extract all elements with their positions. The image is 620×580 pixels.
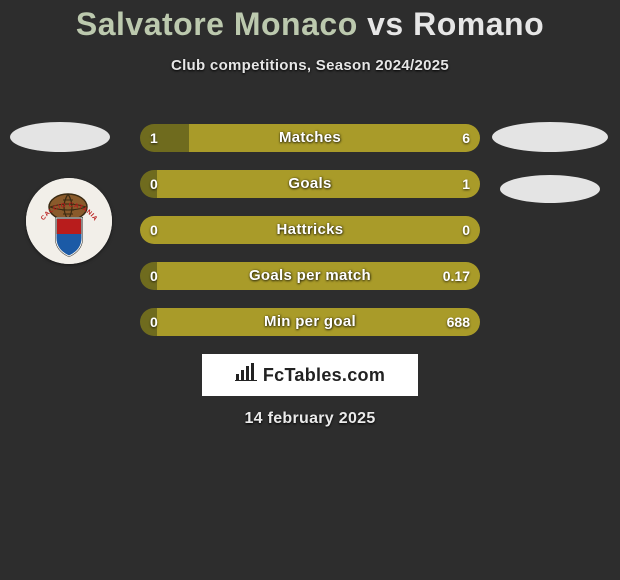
comparison-card: Salvatore Monaco vs Romano Club competit…: [0, 0, 620, 580]
stat-row: 00.17Goals per match: [140, 262, 480, 290]
player1-club-crest: CALCIO CATANIA: [26, 178, 112, 264]
stat-label: Matches: [140, 124, 480, 152]
date-label: 14 february 2025: [0, 410, 620, 428]
player1-avatar-placeholder: [10, 122, 110, 152]
stat-label: Goals: [140, 170, 480, 198]
stat-row: 0688Min per goal: [140, 308, 480, 336]
player2-avatar-placeholder: [492, 122, 608, 152]
title-player1: Salvatore Monaco: [76, 6, 358, 42]
stat-label: Hattricks: [140, 216, 480, 244]
stat-label: Min per goal: [140, 308, 480, 336]
stat-row: 01Goals: [140, 170, 480, 198]
title-vs: vs: [358, 6, 413, 42]
stat-label: Goals per match: [140, 262, 480, 290]
subtitle: Club competitions, Season 2024/2025: [0, 57, 620, 74]
bar-chart-icon: [235, 354, 257, 396]
page-title: Salvatore Monaco vs Romano: [0, 0, 620, 43]
watermark: FcTables.com: [202, 354, 418, 396]
watermark-text: FcTables.com: [263, 365, 385, 385]
stat-row: 16Matches: [140, 124, 480, 152]
stat-row: 00Hattricks: [140, 216, 480, 244]
player2-club-placeholder: [500, 175, 600, 203]
title-player2: Romano: [413, 6, 544, 42]
stats-panel: 16Matches 01Goals 00Hattricks 00.17Goals pe…: [140, 124, 480, 354]
